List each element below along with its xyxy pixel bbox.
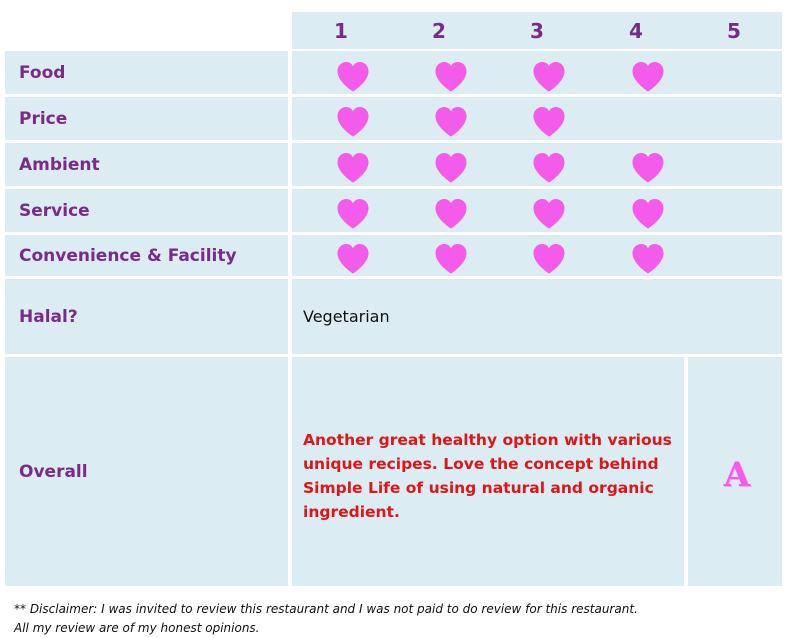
row-label-halal: Halal? (5, 279, 288, 354)
disclaimer-line-2: All my review are of my honest opinions. (14, 621, 260, 635)
overall-comment-line: ingredient. (303, 503, 400, 521)
heart-icon (530, 241, 568, 275)
column-header-2: 2 (390, 12, 488, 49)
row-label-service: Service (5, 189, 288, 232)
heart-icon (334, 104, 372, 138)
row-label-overall: Overall (5, 357, 288, 586)
heart-icon (629, 150, 667, 184)
column-header-4: 4 (586, 12, 686, 49)
disclaimer: ** Disclaimer: I was invited to review t… (14, 600, 638, 638)
heart-icon (629, 241, 667, 275)
heart-icon (334, 150, 372, 184)
row-values-halal (292, 279, 782, 354)
heart-icon (530, 104, 568, 138)
disclaimer-line-1: ** Disclaimer: I was invited to review t… (14, 602, 638, 616)
heart-icon (432, 196, 470, 230)
heart-icon (629, 196, 667, 230)
overall-comment-line: Simple Life of using natural and organic (303, 479, 654, 497)
heart-icon (432, 150, 470, 184)
column-header-1: 1 (292, 12, 390, 49)
row-label-price: Price (5, 97, 288, 140)
heart-icon (432, 59, 470, 93)
heart-icon (432, 104, 470, 138)
row-label-food: Food (5, 51, 288, 94)
heart-icon (334, 59, 372, 93)
heart-icon (530, 196, 568, 230)
overall-comment-line: Another great healthy option with variou… (303, 431, 672, 449)
heart-icon (432, 241, 470, 275)
header-blank-cell (5, 12, 288, 49)
row-label-ambient: Ambient (5, 143, 288, 186)
column-header-3: 3 (488, 12, 586, 49)
heart-icon (530, 59, 568, 93)
overall-comment: Another great healthy option with variou… (303, 428, 673, 524)
heart-icon (334, 196, 372, 230)
overall-grade: A (723, 455, 751, 495)
row-label-convenience: Convenience & Facility (5, 235, 288, 276)
overall-comment-line: unique recipes. Love the concept behind (303, 455, 659, 473)
heart-icon (629, 59, 667, 93)
heart-icon (334, 241, 372, 275)
overall-grade-cell (688, 357, 782, 586)
halal-value: Vegetarian (303, 307, 390, 326)
heart-icon (530, 150, 568, 184)
column-header-5: 5 (686, 12, 782, 49)
overall-comment-cell (292, 357, 684, 586)
